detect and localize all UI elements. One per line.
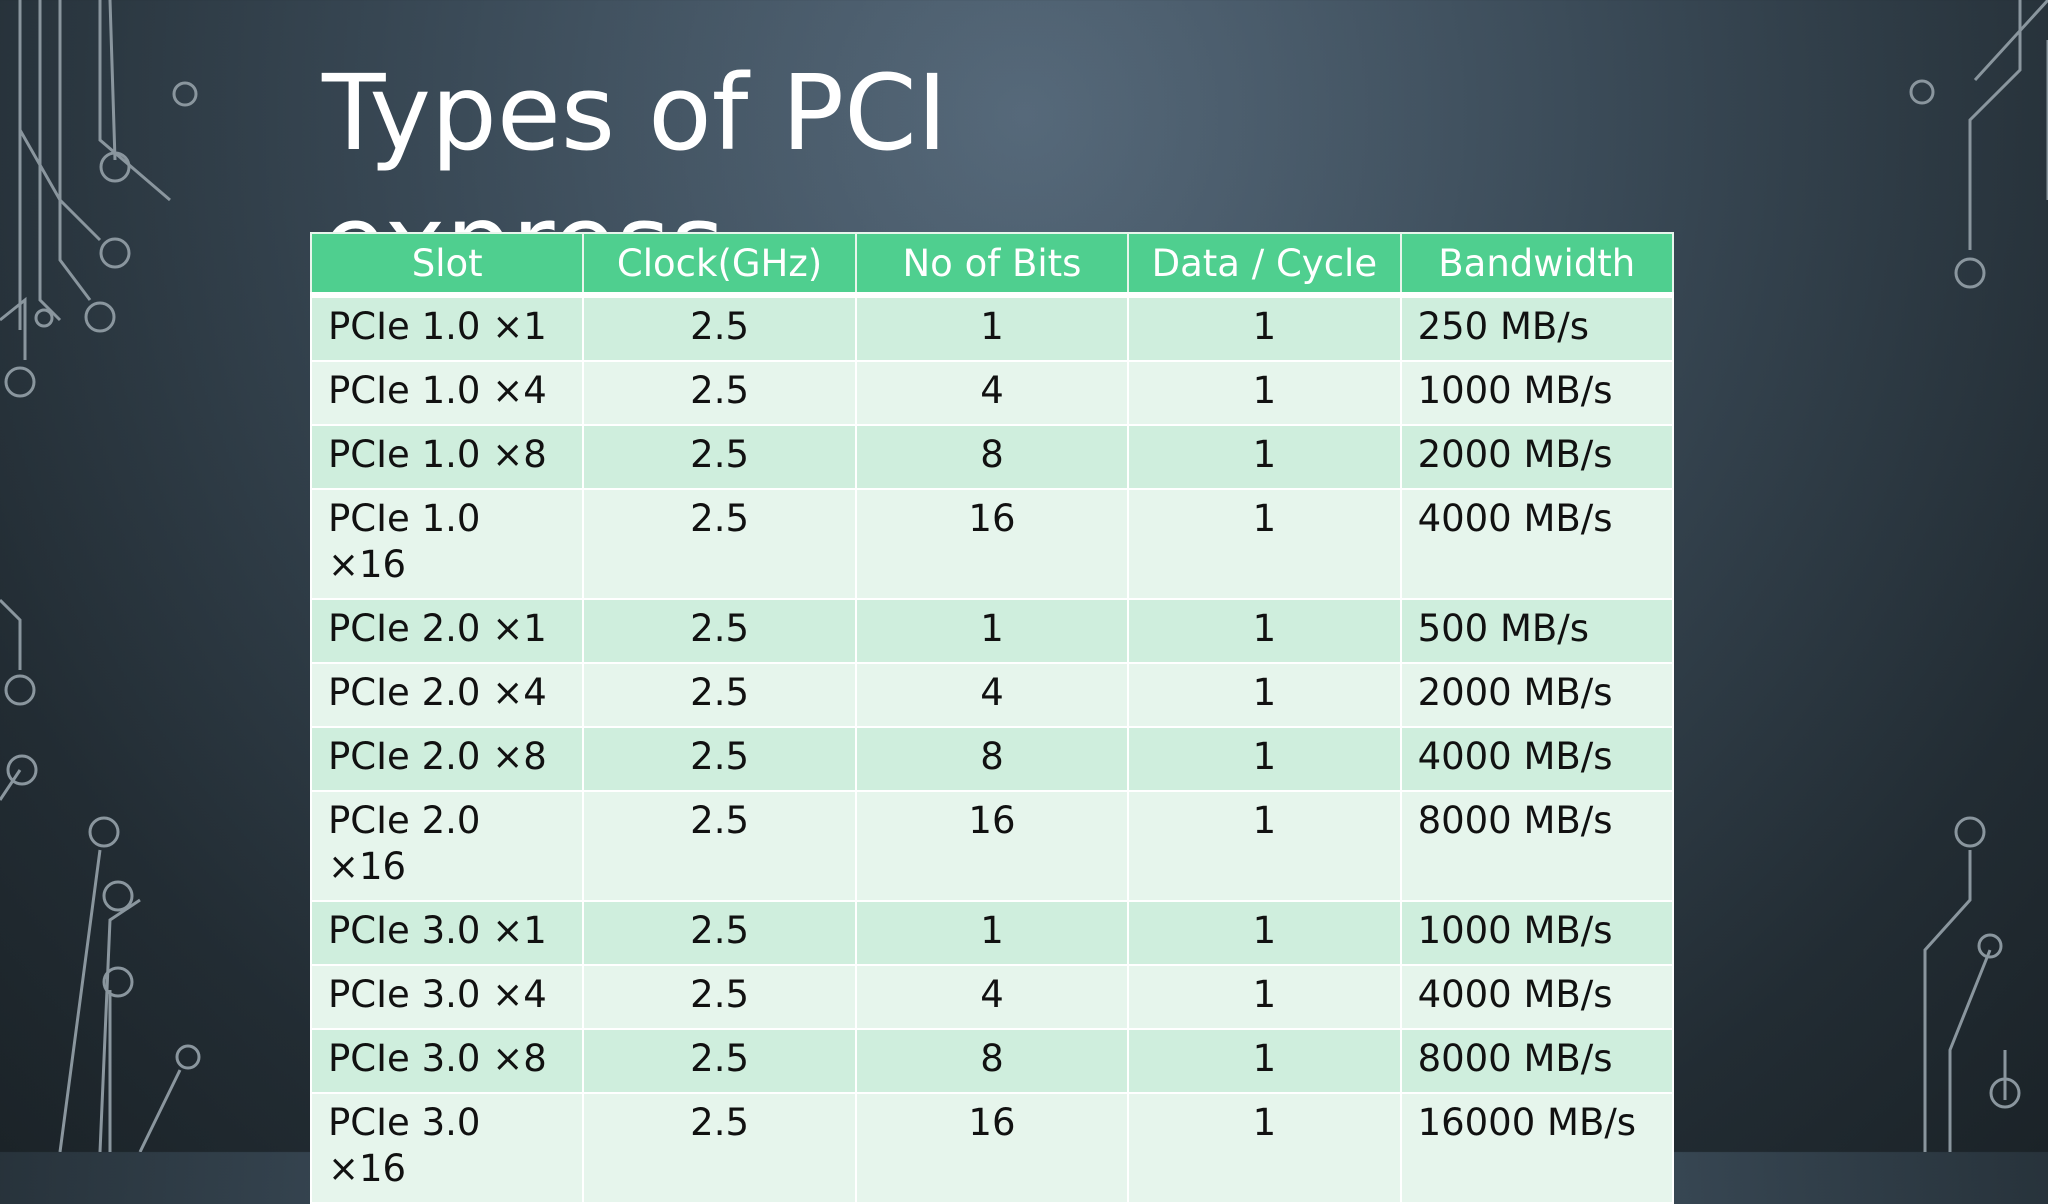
table-cell: 1	[1127, 900, 1402, 966]
table-cell: 1000 MB/s	[1399, 360, 1675, 426]
table-cell: 1	[1127, 790, 1402, 902]
table-cell: 2.5	[582, 1028, 857, 1094]
table-row: PCIe 2.0 ×1 2.5 1 1 500 MB/s	[309, 598, 1675, 664]
table-cell: 2.5	[582, 790, 857, 902]
table-row: PCIe 2.0 ×8 2.5 8 1 4000 MB/s	[309, 726, 1675, 792]
table-cell: PCIe 3.0 ×8	[309, 1028, 585, 1094]
table-row: PCIe 2.0 ×4 2.5 4 1 2000 MB/s	[309, 662, 1675, 728]
table-cell: 8000 MB/s	[1399, 1028, 1675, 1094]
table-cell: 2.5	[582, 900, 857, 966]
table-row: PCIe 2.0 ×16 2.5 16 1 8000 MB/s	[309, 790, 1675, 902]
table-cell: PCIe 1.0 ×8	[309, 424, 585, 490]
table-cell: 1	[1127, 1028, 1402, 1094]
table-cell: 1	[1127, 424, 1402, 490]
table-cell: 250 MB/s	[1399, 294, 1675, 362]
table-cell: 2000 MB/s	[1399, 424, 1675, 490]
table-cell: 2.5	[582, 424, 857, 490]
table-row: PCIe 3.0 ×4 2.5 4 1 4000 MB/s	[309, 964, 1675, 1030]
table-cell: PCIe 1.0 ×1	[309, 294, 585, 362]
table-cell: 1	[1127, 1092, 1402, 1204]
table-cell: PCIe 2.0 ×16	[309, 790, 585, 902]
header-cell: Slot	[309, 232, 585, 298]
table-row: PCIe 3.0 ×16 2.5 16 1 16000 MB/s	[309, 1092, 1675, 1204]
table-cell: PCIe 2.0 ×8	[309, 726, 585, 792]
table-cell: 8	[854, 726, 1130, 792]
table-cell: 1	[1127, 294, 1402, 362]
table-cell: 4000 MB/s	[1399, 726, 1675, 792]
table-row: PCIe 1.0 ×16 2.5 16 1 4000 MB/s	[309, 488, 1675, 600]
table-cell: 4	[854, 360, 1130, 426]
table-cell: 2.5	[582, 1092, 857, 1204]
table-cell: 4	[854, 662, 1130, 728]
table-cell: PCIe 1.0 ×16	[309, 488, 585, 600]
circuit-decoration	[0, 0, 2048, 1152]
table-cell: 4000 MB/s	[1399, 964, 1675, 1030]
table-cell: PCIe 3.0 ×16	[309, 1092, 585, 1204]
table-cell: 16	[854, 790, 1130, 902]
table-cell: PCIe 3.0 ×1	[309, 900, 585, 966]
header-cell: No of Bits	[854, 232, 1130, 298]
table-cell: PCIe 2.0 ×1	[309, 598, 585, 664]
table-cell: 1	[1127, 598, 1402, 664]
table-cell: 1	[854, 294, 1130, 362]
table-cell: 2.5	[582, 726, 857, 792]
table-cell: 1	[1127, 360, 1402, 426]
table-cell: 1	[1127, 964, 1402, 1030]
table-row: PCIe 1.0 ×8 2.5 8 1 2000 MB/s	[309, 424, 1675, 490]
table-row: PCIe 3.0 ×1 2.5 1 1 1000 MB/s	[309, 900, 1675, 966]
table-cell: PCIe 1.0 ×4	[309, 360, 585, 426]
header-row: Slot Clock(GHz) No of Bits Data / Cycle Band…	[309, 232, 1675, 298]
table-cell: 1	[854, 598, 1130, 664]
table-cell: 2.5	[582, 662, 857, 728]
header-cell: Data / Cycle	[1127, 232, 1402, 298]
table-row: PCIe 3.0 ×8 2.5 8 1 8000 MB/s	[309, 1028, 1675, 1094]
table-cell: 8	[854, 424, 1130, 490]
table-cell: PCIe 3.0 ×4	[309, 964, 585, 1030]
table-cell: 1000 MB/s	[1399, 900, 1675, 966]
table-cell: 2.5	[582, 598, 857, 664]
table-cell: 2000 MB/s	[1399, 662, 1675, 728]
header-cell: Bandwidth	[1399, 232, 1675, 298]
table-cell: 2.5	[582, 360, 857, 426]
table-cell: 16	[854, 488, 1130, 600]
table-cell: 1	[854, 900, 1130, 966]
table-cell: 500 MB/s	[1399, 598, 1675, 664]
table-cell: 16000 MB/s	[1399, 1092, 1675, 1204]
pcie-table: Slot Clock(GHz) No of Bits Data / Cycle Band…	[309, 232, 1675, 1204]
table-cell: 4000 MB/s	[1399, 488, 1675, 600]
table-cell: 8000 MB/s	[1399, 790, 1675, 902]
table-row: PCIe 1.0 ×1 2.5 1 1 250 MB/s	[309, 294, 1675, 362]
table-cell: 2.5	[582, 294, 857, 362]
table-cell: 1	[1127, 488, 1402, 600]
table-cell: PCIe 2.0 ×4	[309, 662, 585, 728]
table-cell: 2.5	[582, 488, 857, 600]
table-cell: 2.5	[582, 964, 857, 1030]
table-row: PCIe 1.0 ×4 2.5 4 1 1000 MB/s	[309, 360, 1675, 426]
table-cell: 8	[854, 1028, 1130, 1094]
table-cell: 16	[854, 1092, 1130, 1204]
header-cell: Clock(GHz)	[582, 232, 857, 298]
table-cell: 4	[854, 964, 1130, 1030]
table-cell: 1	[1127, 726, 1402, 792]
table-cell: 1	[1127, 662, 1402, 728]
